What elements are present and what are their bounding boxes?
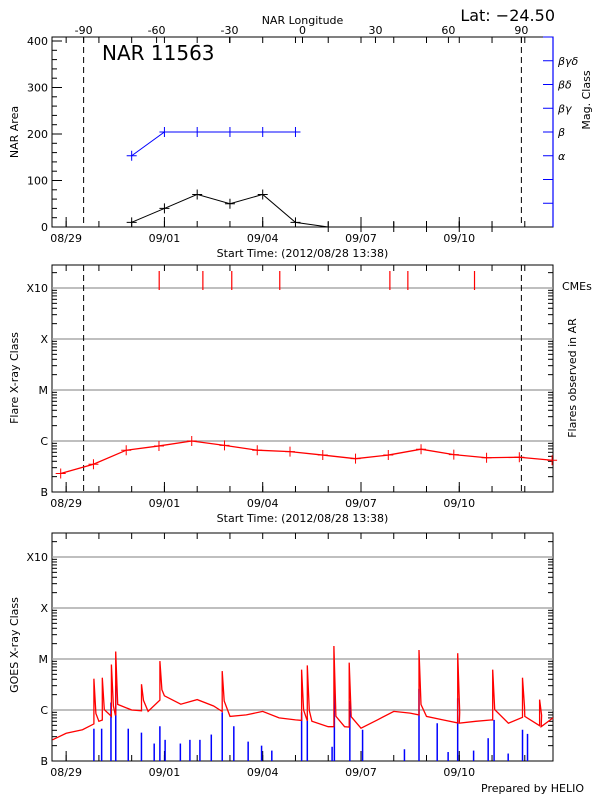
data-point-marker bbox=[126, 217, 137, 228]
flare-series-line bbox=[60, 440, 553, 475]
x2-tick-label: 0 bbox=[299, 24, 306, 37]
data-point-marker bbox=[126, 150, 137, 161]
data-point-marker bbox=[323, 222, 334, 232]
data-point-marker bbox=[121, 445, 132, 456]
y2-axis-title: Mag. Class bbox=[580, 70, 593, 129]
y2-tick-label: α bbox=[558, 150, 566, 163]
y2-tick-label: βγ bbox=[557, 102, 572, 115]
data-point-marker bbox=[192, 127, 203, 137]
data-point-marker bbox=[252, 445, 263, 456]
y-tick-label: C bbox=[40, 435, 48, 448]
data-point-marker bbox=[547, 455, 558, 466]
y-tick-label: 200 bbox=[27, 128, 48, 141]
data-point-marker bbox=[290, 127, 301, 137]
x-tick-label: 08/29 bbox=[50, 232, 82, 245]
y-tick-label: X10 bbox=[26, 282, 48, 295]
x2-tick-label: 90 bbox=[514, 24, 528, 37]
plot-frame-2 bbox=[51, 264, 554, 493]
x-tick-label: 09/07 bbox=[345, 766, 377, 779]
data-point-marker bbox=[224, 127, 235, 137]
x-tick-label: 09/07 bbox=[345, 232, 377, 245]
y-tick-label: 0 bbox=[41, 221, 48, 234]
data-point-marker bbox=[317, 450, 328, 461]
y-tick-label: B bbox=[40, 755, 48, 768]
y-tick-label: 300 bbox=[27, 82, 48, 95]
x2-tick-label: -90 bbox=[75, 24, 93, 37]
data-point-marker bbox=[186, 436, 197, 446]
y-tick-label: M bbox=[39, 384, 49, 397]
data-point-marker bbox=[88, 459, 99, 470]
y-tick-label: 100 bbox=[27, 175, 48, 188]
x-tick-label: 09/01 bbox=[149, 766, 181, 779]
data-point-marker bbox=[355, 222, 366, 232]
y2-axis-title: Flares observed in AR bbox=[566, 318, 579, 438]
y-tick-label: C bbox=[40, 704, 48, 717]
data-point-marker bbox=[257, 189, 268, 200]
lat-label: Lat: −24.50 bbox=[460, 6, 555, 25]
data-point-marker bbox=[454, 222, 465, 232]
x-tick-label: 09/10 bbox=[443, 232, 475, 245]
data-point-marker bbox=[514, 452, 525, 463]
data-point-marker bbox=[219, 440, 230, 451]
data-point-marker bbox=[192, 189, 203, 200]
x-tick-label: 09/01 bbox=[149, 232, 181, 245]
data-point-marker bbox=[159, 127, 170, 137]
x-tick-label: 09/10 bbox=[443, 766, 475, 779]
x2-tick-label: 30 bbox=[368, 24, 382, 37]
x-tick-label: 09/10 bbox=[443, 497, 475, 510]
prepared-by: Prepared by HELIO bbox=[481, 782, 584, 795]
x2-axis-title: NAR Longitude bbox=[262, 14, 344, 27]
plot-frame-1 bbox=[51, 36, 554, 228]
y-tick-label: 400 bbox=[27, 35, 48, 48]
data-point-marker bbox=[55, 468, 66, 479]
y-tick-label: B bbox=[40, 486, 48, 499]
y2-tick-label: β bbox=[557, 126, 565, 139]
data-point-marker bbox=[421, 222, 432, 232]
area-series-line bbox=[131, 193, 493, 228]
x-tick-label: 09/04 bbox=[247, 497, 279, 510]
data-point-marker bbox=[416, 444, 427, 455]
data-point-marker bbox=[350, 453, 361, 464]
data-point-marker bbox=[481, 452, 492, 463]
x2-tick-label: -30 bbox=[221, 24, 239, 37]
data-point-marker bbox=[383, 450, 394, 461]
y-tick-label: M bbox=[39, 653, 49, 666]
y2-tick-label: βγδ bbox=[557, 55, 579, 68]
x-tick-label: 09/04 bbox=[247, 766, 279, 779]
data-point-marker bbox=[285, 446, 296, 457]
x2-tick-label: -60 bbox=[148, 24, 166, 37]
y-tick-label: X bbox=[40, 602, 48, 615]
x2-tick-label: 60 bbox=[441, 24, 455, 37]
data-point-marker bbox=[290, 217, 301, 228]
goes-long-series-line bbox=[52, 645, 554, 741]
y-axis-title: GOES X-ray Class bbox=[8, 597, 21, 693]
data-point-marker bbox=[388, 222, 399, 232]
x-tick-label: 09/07 bbox=[345, 497, 377, 510]
data-point-marker bbox=[153, 440, 164, 451]
cme-label: CMEs bbox=[562, 280, 592, 293]
x-axis-title: Start Time: (2012/08/28 13:38) bbox=[217, 247, 389, 260]
y-axis-title: Flare X-ray Class bbox=[8, 332, 21, 424]
data-point-marker bbox=[448, 449, 459, 460]
region-title: NAR 11563 bbox=[102, 41, 215, 65]
x-tick-label: 09/01 bbox=[149, 497, 181, 510]
x-axis-title: Start Time: (2012/08/28 13:38) bbox=[217, 512, 389, 525]
data-point-marker bbox=[159, 203, 170, 214]
data-point-marker bbox=[257, 127, 268, 137]
x-tick-label: 08/29 bbox=[50, 497, 82, 510]
y-tick-label: X bbox=[40, 333, 48, 346]
data-point-marker bbox=[224, 198, 235, 209]
y-tick-label: X10 bbox=[26, 551, 48, 564]
mag-class-series-line bbox=[131, 131, 296, 157]
x-tick-label: 09/04 bbox=[247, 232, 279, 245]
y-axis-title: NAR Area bbox=[8, 106, 21, 158]
data-point-marker bbox=[487, 222, 498, 232]
plot-frame-3 bbox=[51, 532, 554, 762]
y2-tick-label: βδ bbox=[557, 79, 572, 92]
x-tick-label: 08/29 bbox=[50, 766, 82, 779]
